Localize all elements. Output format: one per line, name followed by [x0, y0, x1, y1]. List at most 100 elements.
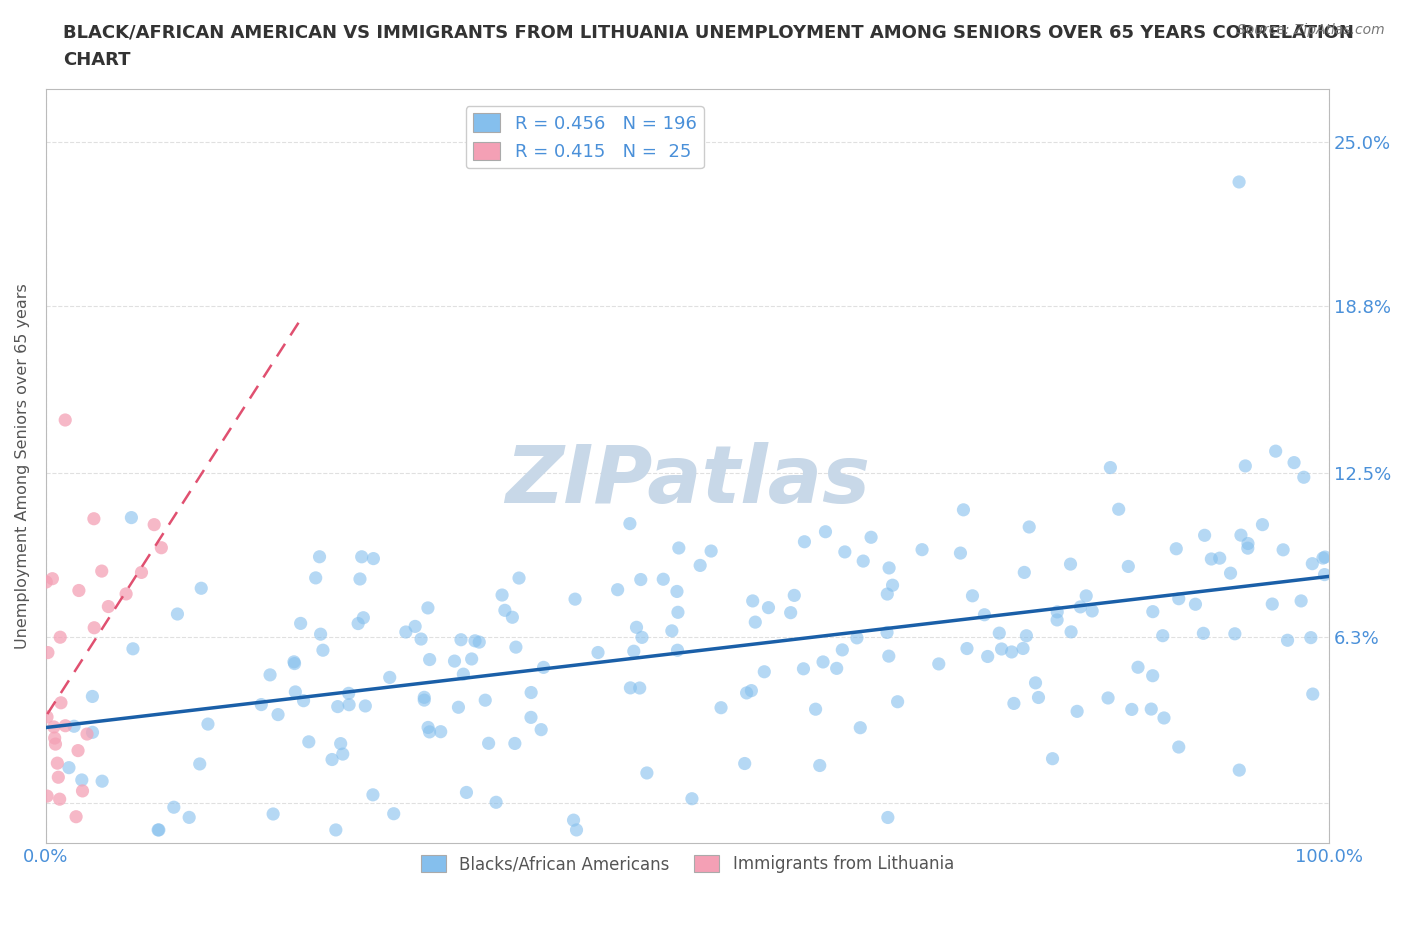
Point: [1313, 567, 1336, 582]
Point: [148, 822, 170, 837]
Point: [1184, 597, 1206, 612]
Point: [413, 690, 436, 705]
Point: [1277, 632, 1299, 647]
Point: [456, 785, 478, 800]
Point: [1301, 556, 1323, 571]
Point: [332, 747, 354, 762]
Point: [741, 593, 763, 608]
Point: [520, 685, 543, 700]
Point: [1251, 517, 1274, 532]
Point: [419, 724, 441, 739]
Point: [814, 525, 837, 539]
Point: [1142, 604, 1164, 619]
Point: [911, 542, 934, 557]
Point: [956, 641, 979, 656]
Point: [146, 822, 169, 837]
Point: [283, 655, 305, 670]
Point: [1099, 460, 1122, 475]
Point: [831, 643, 853, 658]
Point: [1069, 600, 1091, 615]
Point: [962, 589, 984, 604]
Point: [347, 617, 370, 631]
Point: [1126, 659, 1149, 674]
Point: [877, 561, 900, 576]
Point: [83, 620, 105, 635]
Point: [416, 601, 439, 616]
Point: [35, 710, 58, 724]
Y-axis label: Unemployment Among Seniors over 65 years: Unemployment Among Seniors over 65 years: [15, 284, 30, 649]
Point: [1018, 520, 1040, 535]
Point: [190, 581, 212, 596]
Point: [1272, 542, 1295, 557]
Point: [508, 571, 530, 586]
Point: [1025, 675, 1047, 690]
Point: [474, 693, 496, 708]
Point: [349, 572, 371, 587]
Point: [564, 591, 586, 606]
Point: [1282, 455, 1305, 470]
Point: [267, 707, 290, 722]
Point: [876, 625, 898, 640]
Point: [395, 625, 418, 640]
Text: BLACK/AFRICAN AMERICAN VS IMMIGRANTS FROM LITHUANIA UNEMPLOYMENT AMONG SENIORS O: BLACK/AFRICAN AMERICAN VS IMMIGRANTS FRO…: [63, 23, 1354, 41]
Point: [852, 553, 875, 568]
Point: [1299, 631, 1322, 645]
Point: [1002, 696, 1025, 711]
Point: [283, 657, 305, 671]
Point: [35, 575, 58, 590]
Point: [1118, 559, 1140, 574]
Point: [1166, 541, 1188, 556]
Point: [740, 684, 762, 698]
Point: [1227, 175, 1250, 190]
Point: [363, 551, 385, 566]
Point: [70, 773, 93, 788]
Point: [53, 718, 76, 733]
Point: [58, 760, 80, 775]
Point: [326, 699, 349, 714]
Point: [179, 810, 201, 825]
Point: [350, 550, 373, 565]
Point: [1012, 641, 1035, 656]
Point: [1227, 763, 1250, 777]
Point: [292, 693, 315, 708]
Point: [1046, 613, 1069, 628]
Point: [163, 800, 186, 815]
Point: [949, 546, 972, 561]
Point: [305, 570, 328, 585]
Point: [1108, 502, 1130, 517]
Point: [262, 806, 284, 821]
Point: [120, 511, 142, 525]
Point: [505, 640, 527, 655]
Point: [325, 822, 347, 837]
Point: [503, 736, 526, 751]
Point: [700, 544, 723, 559]
Point: [1264, 444, 1286, 458]
Point: [76, 726, 98, 741]
Point: [1042, 751, 1064, 766]
Point: [877, 649, 900, 664]
Point: [779, 605, 801, 620]
Point: [845, 631, 868, 645]
Point: [82, 689, 104, 704]
Point: [619, 516, 641, 531]
Point: [1208, 551, 1230, 565]
Point: [361, 788, 384, 803]
Point: [494, 603, 516, 618]
Point: [689, 558, 711, 573]
Point: [681, 791, 703, 806]
Point: [450, 632, 472, 647]
Point: [1201, 551, 1223, 566]
Point: [312, 643, 335, 658]
Point: [626, 620, 648, 635]
Point: [46, 756, 69, 771]
Point: [860, 530, 883, 545]
Point: [63, 719, 86, 734]
Point: [1059, 557, 1081, 572]
Point: [1001, 644, 1024, 659]
Point: [468, 634, 491, 649]
Point: [404, 619, 426, 634]
Point: [382, 806, 405, 821]
Point: [1167, 739, 1189, 754]
Point: [666, 643, 689, 658]
Point: [37, 645, 59, 660]
